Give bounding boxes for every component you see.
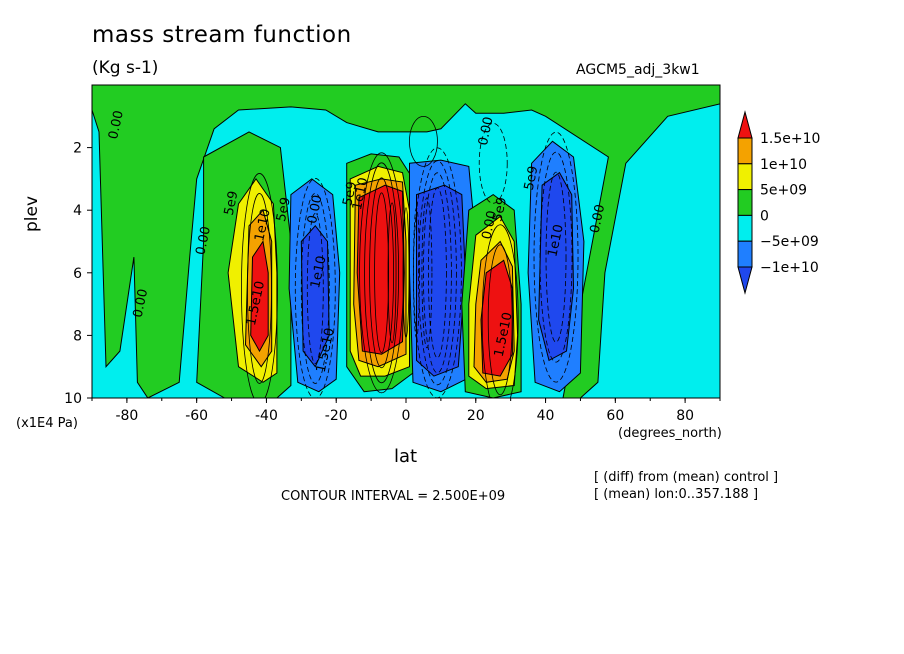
colorbar-segment-bottom <box>737 266 753 295</box>
contour-label: 5e9 <box>522 165 542 192</box>
contour-interval: CONTOUR INTERVAL = 2.500E+09 <box>281 489 506 504</box>
x-tick-label: 60 <box>606 408 624 424</box>
colorbar-label: 0 <box>760 208 769 224</box>
contour-tropics-neg-3 <box>427 187 447 359</box>
colorbar-label: 5e+09 <box>760 183 807 199</box>
contour-label: 0.00 <box>588 203 609 234</box>
dataset-label: AGCM5_adj_3kw1 <box>576 62 700 78</box>
contour-label: 0.00 <box>193 225 214 256</box>
x-tick-label: 80 <box>676 408 694 424</box>
contour-sh-neg-2 <box>306 213 324 364</box>
contour-tropics-pos-4 <box>387 202 397 344</box>
y-tick-label: 6 <box>73 266 82 282</box>
units-label: (Kg s-1) <box>92 58 159 78</box>
contour-label: 1e10 <box>350 176 371 211</box>
contour-tropics-neg-5 <box>413 207 420 339</box>
x-tick-label: 20 <box>467 408 485 424</box>
contour-tropics-neg-2 <box>422 172 452 374</box>
contour-tropics-neg-4 <box>421 197 433 349</box>
contour-tropics-pos-5 <box>402 207 410 339</box>
contour-label: 5e9 <box>274 196 294 223</box>
contour-tropics-pos-0 <box>359 152 404 394</box>
x-tick-label: 0 <box>402 408 411 424</box>
x-tick-label: -60 <box>185 408 208 424</box>
contour-nh-neg-2 <box>545 171 567 343</box>
colorbar-label: −1e+10 <box>760 260 819 276</box>
y-axis-unit: (x1E4 Pa) <box>16 416 78 431</box>
annotation-mean: [ (mean) lon:0..357.188 ] <box>594 487 759 502</box>
y-tick-label: 2 <box>73 141 82 157</box>
x-tick-label: -20 <box>325 408 348 424</box>
contour-label: 1e10 <box>308 254 329 289</box>
contour-label: 0.00 <box>479 209 500 240</box>
contour-pos-2 <box>481 224 519 398</box>
y-axis-label: plev <box>22 195 42 232</box>
contour-label: 0.00 <box>106 109 127 140</box>
contour-sh-neg-0 <box>294 178 336 398</box>
contour-label: 5e9 <box>222 190 242 217</box>
y-tick-label: 10 <box>64 391 82 407</box>
contour-label: 0.00 <box>131 288 152 319</box>
colorbar-segment <box>737 240 753 268</box>
contour-nh-neg-0 <box>533 131 579 383</box>
contour-sh-neg-1 <box>300 193 330 384</box>
contour-label: 0.00 <box>476 116 497 147</box>
colorbar-segment-top <box>737 110 753 139</box>
contour-pos-3 <box>487 244 513 396</box>
x-axis-unit: (degrees_north) <box>618 426 722 441</box>
contour-label: 1e10 <box>545 223 566 258</box>
annotation-diff: [ (diff) from (mean) control ] <box>594 470 779 485</box>
contour-tropics-neg-1 <box>417 160 457 386</box>
colorbar-segment <box>737 214 753 242</box>
contour-upper-center <box>409 115 438 167</box>
contour-tropics-pos-1 <box>364 162 399 384</box>
contour-tropics-pos-2 <box>369 177 394 369</box>
contour-tropics-pos-3 <box>374 192 389 354</box>
x-tick-label: -40 <box>255 408 278 424</box>
contour-nh-neg-1 <box>539 151 573 363</box>
y-tick-label: 8 <box>73 328 82 344</box>
cell-tropics-neg-core <box>416 184 466 377</box>
contour-label: 1e10 <box>252 208 273 243</box>
contour-pos-0 <box>241 173 278 398</box>
colorbar-segment <box>737 163 753 191</box>
x-tick-label: -80 <box>115 408 138 424</box>
colorbar-segment <box>737 137 753 165</box>
contour-label: 5e9 <box>340 180 360 207</box>
chart-title: mass stream function <box>92 22 352 48</box>
colorbar-segment <box>737 189 753 216</box>
contour-label: 5e9 <box>490 196 510 223</box>
cell-nh-neg-core <box>538 171 575 362</box>
colorbar-label: 1.5e+10 <box>760 131 820 147</box>
y-tick-label: 4 <box>73 203 82 219</box>
positive-region-north <box>92 85 720 398</box>
x-axis-label: lat <box>394 446 418 467</box>
colorbar-label: 1e+10 <box>760 157 807 173</box>
contour-label: 0.00 <box>305 194 326 225</box>
colorbar-label: −5e+09 <box>760 234 819 250</box>
contour-pos-1 <box>247 193 272 384</box>
x-tick-label: 40 <box>537 408 555 424</box>
contour-nh-upper <box>478 122 508 204</box>
cell-sh-15e10 <box>250 240 269 353</box>
